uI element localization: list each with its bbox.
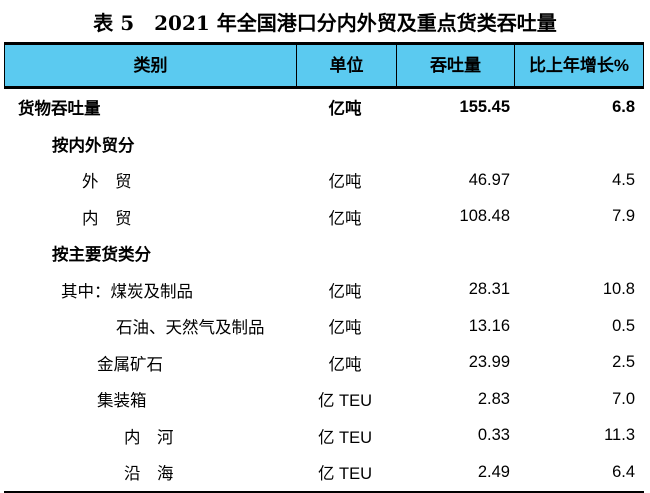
- category-cell: 集装箱: [97, 392, 147, 411]
- throughput-cell: 46.97: [468, 170, 510, 189]
- growth-cell: 0.5: [612, 316, 635, 335]
- category-cell: 货物吞吐量: [18, 100, 101, 119]
- header-cell-throughput: 吞吐量: [396, 45, 514, 86]
- table-row: 其中：煤炭及制品 亿吨 28.31 10.8: [4, 272, 644, 309]
- throughput-cell: 13.16: [468, 316, 510, 335]
- growth-cell: 4.5: [612, 170, 635, 189]
- category-cell: 按主要货类分: [52, 246, 151, 265]
- throughput-cell: 23.99: [468, 353, 510, 372]
- category-cell: 按内外贸分: [52, 136, 135, 155]
- table-row: 沿 海 亿 TEU 2.49 6.4: [4, 454, 644, 491]
- growth-cell: 7.0: [612, 389, 635, 408]
- unit-cell: 亿 TEU: [317, 392, 373, 411]
- unit-cell: 亿 TEU: [317, 428, 373, 447]
- table-row: 金属矿石 亿吨 23.99 2.5: [4, 345, 644, 382]
- throughput-cell: 0.33: [477, 426, 510, 445]
- growth-cell: 7.9: [612, 207, 635, 226]
- table-body: 货物吞吐量 亿吨 155.45 6.8 按内外贸分 外 贸 亿吨 46.97 4…: [4, 89, 644, 493]
- header-cell-growth: 比上年增长%: [514, 45, 643, 86]
- unit-cell: 亿 TEU: [317, 465, 373, 484]
- category-cell: 金属矿石: [97, 355, 163, 374]
- throughput-cell: 155.45: [459, 97, 510, 116]
- unit-cell: 亿吨: [328, 100, 362, 119]
- category-cell: 外 贸: [82, 173, 132, 192]
- throughput-cell: 108.48: [459, 207, 510, 226]
- growth-cell: 10.8: [602, 280, 635, 299]
- unit-cell: 亿吨: [328, 355, 362, 374]
- growth-cell: 2.5: [612, 353, 635, 372]
- category-cell: 内 贸: [82, 209, 132, 228]
- data-table: 类别 单位 吞吐量 比上年增长% 货物吞吐量 亿吨 155.45 6.8 按内外…: [4, 42, 644, 493]
- category-cell: 其中：煤炭及制品: [61, 282, 193, 301]
- growth-cell: 11.3: [604, 426, 635, 445]
- table-row: 石油、天然气及制品 亿吨 13.16 0.5: [4, 308, 644, 345]
- table-row: 集装箱 亿 TEU 2.83 7.0: [4, 381, 644, 418]
- table-row: 货物吞吐量 亿吨 155.45 6.8: [4, 89, 644, 126]
- unit-cell: 亿吨: [328, 209, 362, 228]
- category-cell: 内 河: [124, 428, 174, 447]
- table-row: 按内外贸分: [4, 126, 644, 163]
- category-cell: 沿 海: [124, 465, 174, 484]
- unit-cell: 亿吨: [328, 319, 362, 338]
- header-cell-category: 类别: [133, 56, 168, 75]
- table-row: 外 贸 亿吨 46.97 4.5: [4, 162, 644, 199]
- throughput-cell: 2.83: [477, 389, 510, 408]
- unit-cell: 亿吨: [328, 173, 362, 192]
- growth-cell: 6.4: [612, 462, 635, 481]
- category-cell: 石油、天然气及制品: [116, 319, 265, 338]
- table-title: 表 5 2021 年全国港口分内外贸及重点货类吞吐量: [93, 11, 557, 35]
- table-row: 内 贸 亿吨 108.48 7.9: [4, 199, 644, 236]
- throughput-cell: 28.31: [468, 280, 510, 299]
- growth-cell: 6.8: [612, 97, 635, 116]
- header-cell-unit: 单位: [296, 45, 396, 86]
- table-header-row: 类别 单位 吞吐量 比上年增长%: [4, 42, 644, 89]
- throughput-cell: 2.49: [477, 462, 510, 481]
- table-row: 按主要货类分: [4, 235, 644, 272]
- unit-cell: 亿吨: [328, 282, 362, 301]
- table-row: 内 河 亿 TEU 0.33 11.3: [4, 418, 644, 455]
